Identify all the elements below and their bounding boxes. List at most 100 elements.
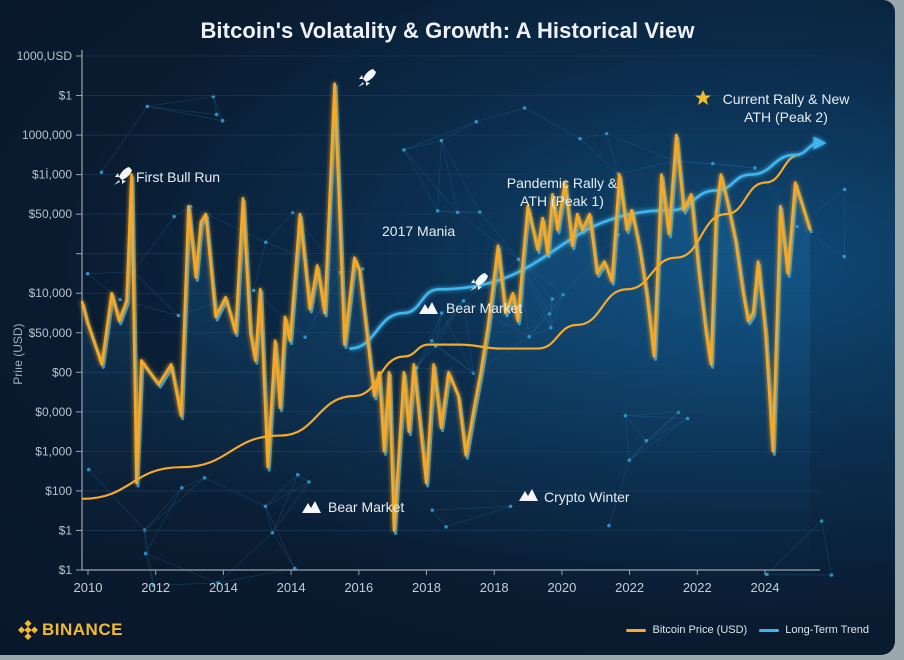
annotation-label: Current Rally & New: [723, 91, 851, 107]
network-node: [829, 573, 834, 577]
price-point: [645, 292, 648, 295]
price-point: [465, 454, 467, 457]
price-point: [383, 450, 385, 453]
price-point: [266, 466, 269, 469]
price-point: [195, 276, 197, 279]
price-point: [487, 324, 489, 326]
network-node: [471, 371, 476, 375]
price-point: [787, 272, 789, 275]
price-point: [546, 252, 549, 255]
price-point: [571, 244, 574, 247]
network-link: [147, 106, 217, 115]
price-point: [274, 339, 276, 342]
legend-label-trend: Long-Term Trend: [785, 624, 869, 636]
star-shape: [695, 90, 711, 105]
network-node: [429, 339, 434, 343]
rocket-icon: [358, 69, 376, 87]
y-tick-label: $1: [59, 523, 73, 537]
network-node: [151, 583, 156, 588]
price-point: [242, 197, 244, 200]
price-point: [316, 264, 319, 267]
network-node: [214, 112, 219, 117]
network-node: [402, 148, 406, 152]
network-link: [479, 211, 519, 260]
price-point: [517, 320, 519, 322]
price-point: [388, 371, 390, 374]
price-point: [603, 260, 606, 263]
network-link: [87, 273, 121, 300]
price-point: [479, 371, 482, 374]
price-point: [682, 209, 685, 211]
legend-label-price: Bitcoin Price (USD): [652, 624, 748, 636]
network-link: [403, 149, 458, 213]
network-node: [474, 119, 479, 124]
annotation-label: Pandemic Rally &: [507, 175, 618, 191]
price-point: [512, 292, 514, 295]
binance-brand: BINANCE: [18, 620, 123, 640]
price-point: [734, 241, 737, 243]
network-node: [172, 214, 176, 219]
network-link: [87, 271, 134, 275]
rocket-body: [119, 167, 132, 180]
x-tick-label: 2010: [74, 580, 103, 595]
price-point: [779, 205, 782, 208]
network-node: [842, 187, 847, 192]
price-point: [747, 320, 749, 322]
price-point: [630, 209, 633, 211]
price-point: [413, 363, 415, 366]
network-link: [212, 96, 217, 115]
price-point: [720, 173, 722, 176]
network-node: [99, 170, 104, 175]
annotation-label: 2017 Mania: [382, 223, 455, 239]
annotation-label: ATH (Peak 1): [520, 193, 604, 209]
network-link: [579, 138, 619, 175]
binance-logo-icon: [18, 620, 38, 640]
price-point: [504, 312, 507, 314]
x-tick-label: 2022: [683, 580, 712, 595]
price-point: [86, 320, 88, 322]
price-point: [564, 181, 566, 184]
price-point: [611, 280, 613, 283]
legend-item-price[interactable]: Bitcoin Price (USD): [626, 624, 747, 636]
network-link: [213, 96, 223, 121]
price-point: [373, 395, 376, 397]
network-node: [765, 572, 769, 577]
y-tick-label: $0,000: [35, 405, 72, 419]
price-point: [626, 229, 628, 231]
price-point: [492, 284, 494, 287]
price-point: [259, 288, 262, 291]
price-area: [82, 83, 811, 570]
network-link: [606, 133, 619, 175]
network-link: [821, 520, 832, 576]
network-link: [579, 133, 607, 140]
price-point: [118, 320, 120, 322]
mountain-shape: [302, 501, 321, 513]
axes: 1000,USD $1 1000,000 $1İ,000 $50,000 $10,000 $…: [11, 49, 820, 595]
price-point: [710, 363, 712, 366]
network-node: [753, 166, 757, 170]
price-point: [556, 229, 559, 231]
price-point: [653, 355, 655, 358]
rocket-icon: [470, 273, 488, 291]
annotation-label: Crypto Winter: [544, 489, 630, 505]
network-link: [132, 216, 175, 272]
legend-item-trend[interactable]: Long-Term Trend: [759, 624, 869, 636]
x-tick-label: 2012: [141, 580, 170, 595]
price-point: [596, 272, 598, 275]
price-point: [157, 383, 160, 385]
price-point: [690, 193, 693, 196]
star-icon: [695, 90, 711, 105]
network-node: [478, 210, 482, 214]
network-node: [220, 118, 225, 123]
network-link: [435, 345, 474, 374]
price-point: [715, 213, 717, 215]
network-link: [712, 163, 755, 169]
network-link: [416, 300, 464, 369]
network-link: [754, 167, 798, 227]
network-link: [403, 149, 438, 212]
network-link: [265, 212, 293, 243]
network-link: [457, 212, 519, 260]
y-tick-label: $10,000: [29, 286, 73, 300]
y-tick-label: 1000,000: [22, 128, 72, 142]
y-tick-label: $1İ,000: [32, 168, 72, 182]
